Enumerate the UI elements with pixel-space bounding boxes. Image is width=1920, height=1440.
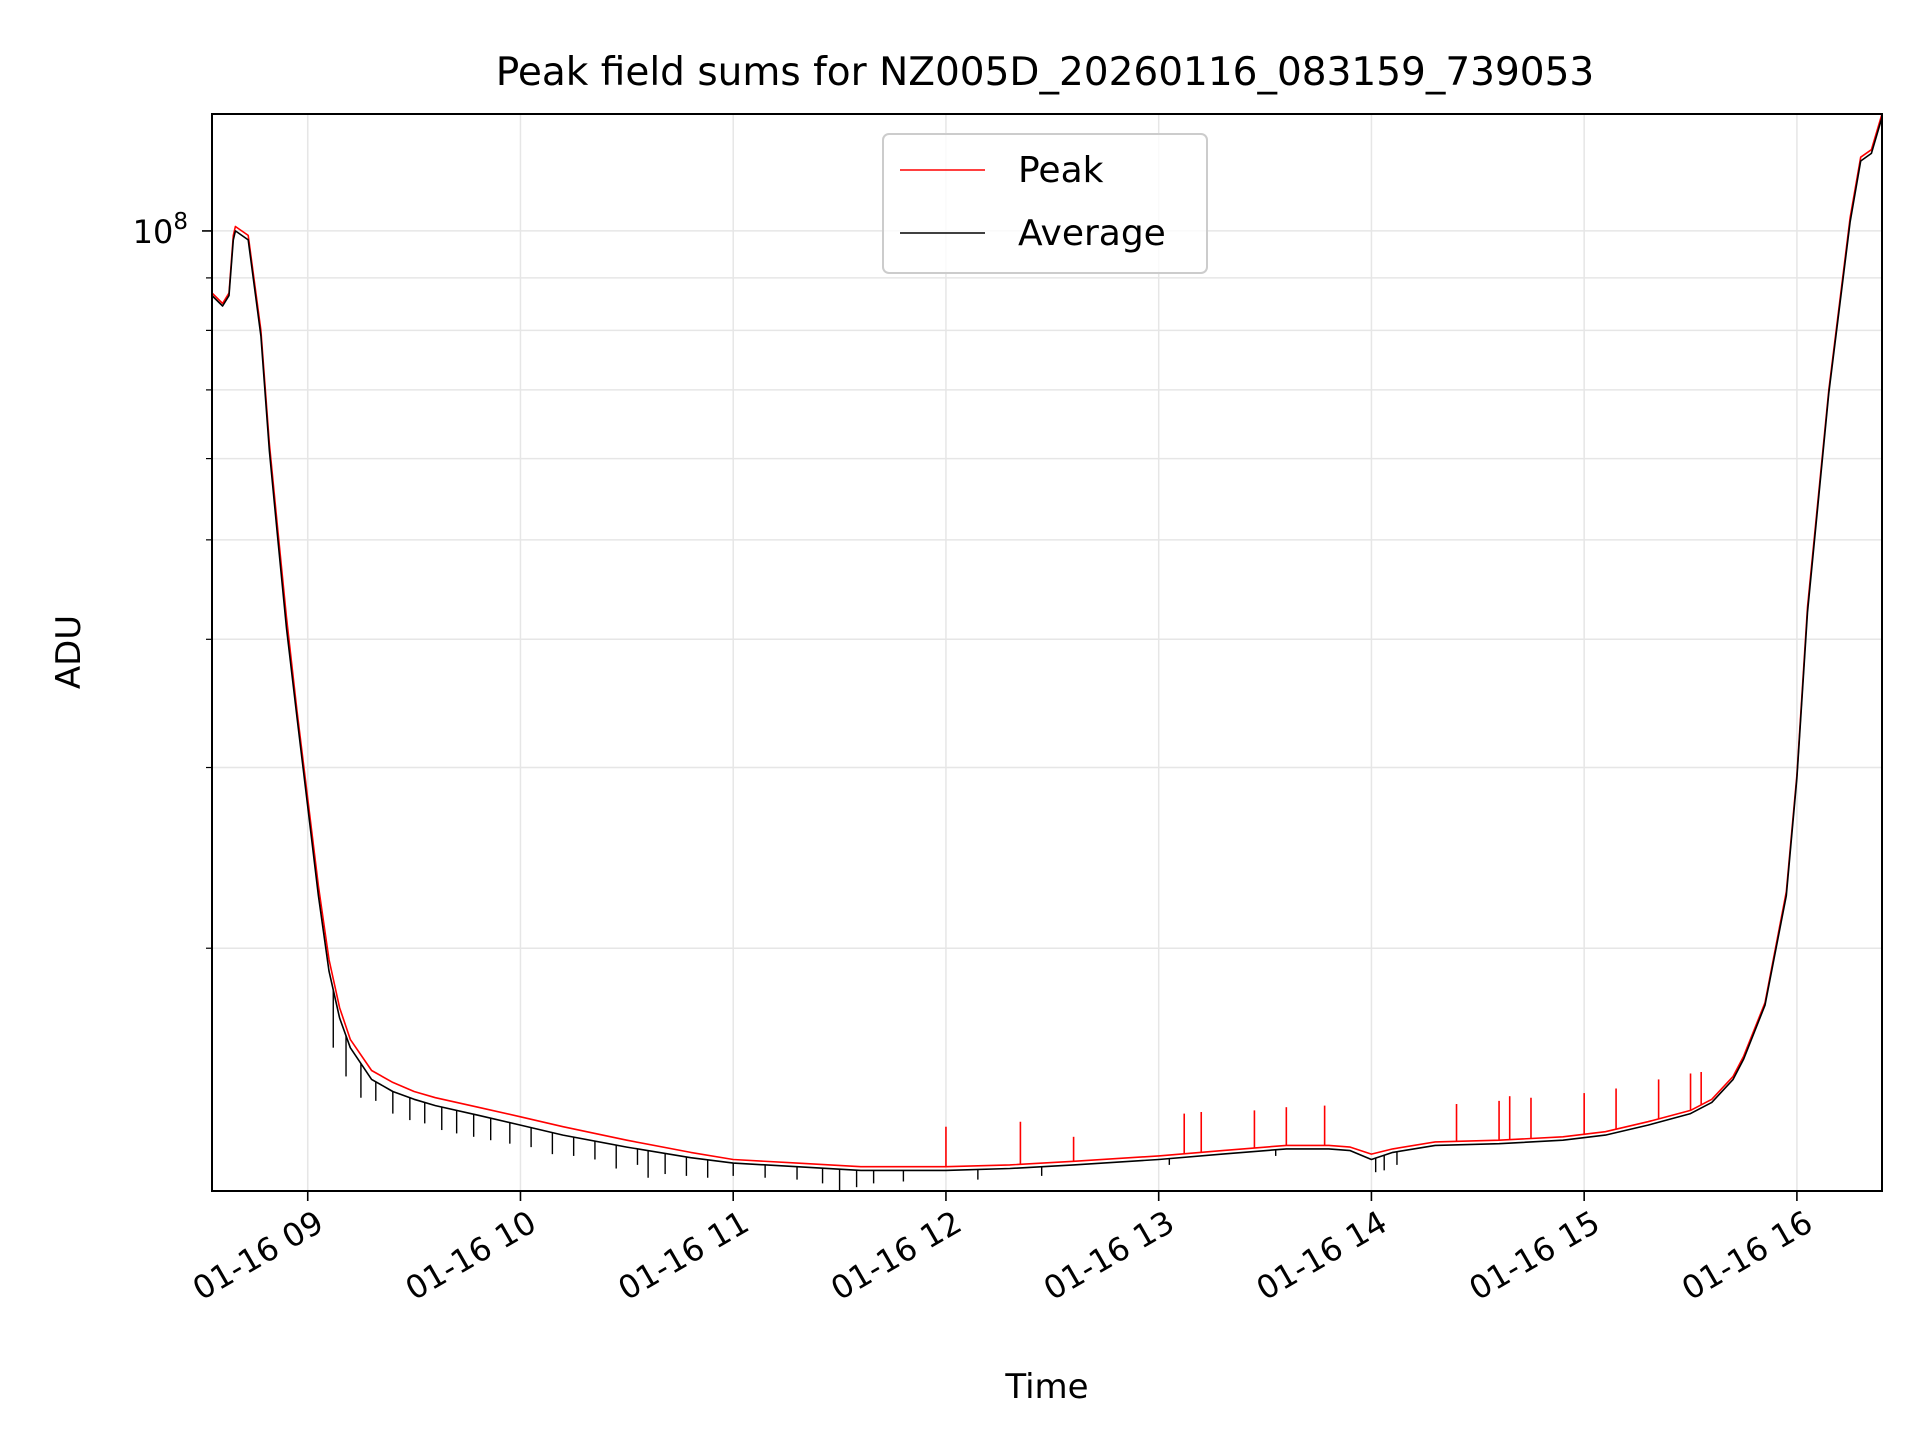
- plot-series: [212, 114, 1882, 1191]
- chart-title: Peak field sums for NZ005D_20260116_0831…: [496, 50, 1594, 95]
- y-tick-label: 108: [133, 209, 188, 251]
- x-axis-label: Time: [1004, 1367, 1088, 1407]
- grid: [212, 114, 1882, 1191]
- legend: Peak Average: [882, 133, 1208, 274]
- y-axis-label: ADU: [49, 615, 89, 689]
- legend-box: [882, 133, 1208, 274]
- legend-peak-label: Peak: [1018, 150, 1104, 191]
- series-group: [212, 114, 1882, 1191]
- plot-frame: [211, 113, 1883, 1192]
- peak-series-line: [212, 114, 1882, 1168]
- legend-average-label: Average: [1018, 213, 1166, 254]
